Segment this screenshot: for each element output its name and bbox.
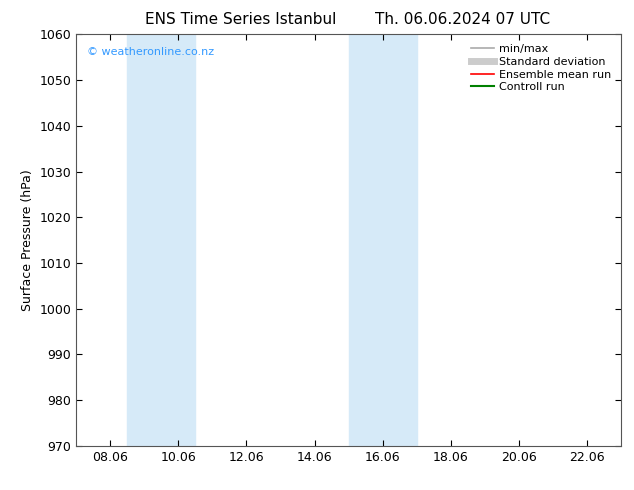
- Text: ENS Time Series Istanbul: ENS Time Series Istanbul: [145, 12, 337, 27]
- Y-axis label: Surface Pressure (hPa): Surface Pressure (hPa): [21, 169, 34, 311]
- Bar: [349, 34, 417, 446]
- Legend: min/max, Standard deviation, Ensemble mean run, Controll run: min/max, Standard deviation, Ensemble me…: [468, 41, 615, 96]
- Text: Th. 06.06.2024 07 UTC: Th. 06.06.2024 07 UTC: [375, 12, 550, 27]
- Text: © weatheronline.co.nz: © weatheronline.co.nz: [87, 47, 214, 57]
- Bar: [127, 34, 195, 446]
